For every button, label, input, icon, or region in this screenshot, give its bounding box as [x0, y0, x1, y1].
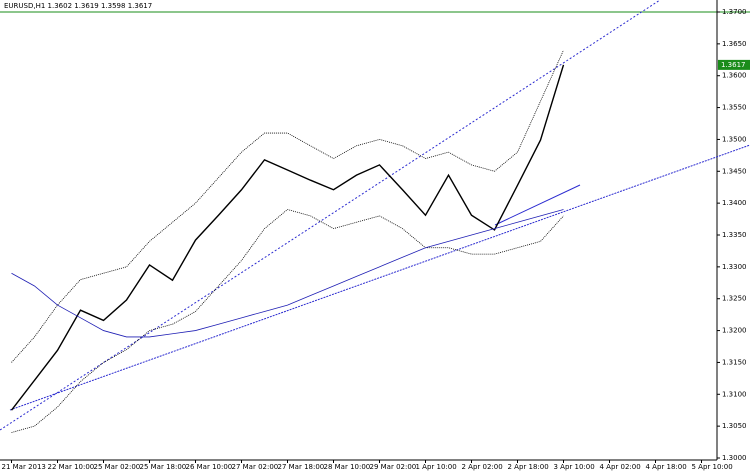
x-tick-label: 28 Mar 10:00: [324, 463, 371, 471]
price-marker-label: 1.3617: [721, 61, 746, 69]
x-tick-label: 5 Apr 10:00: [692, 463, 733, 471]
y-tick-label: 1.3250: [722, 295, 747, 303]
x-tick-label: 25 Mar 18:00: [140, 463, 187, 471]
x-tick-label: 4 Apr 18:00: [646, 463, 687, 471]
x-tick-label: 3 Apr 10:00: [554, 463, 595, 471]
x-tick-label: 2 Apr 18:00: [508, 463, 549, 471]
price-marker: [718, 59, 750, 70]
y-tick-label: 1.3350: [722, 231, 747, 239]
x-tick-label: 22 Mar 10:00: [48, 463, 95, 471]
y-tick-label: 1.3450: [722, 167, 747, 175]
y-tick-label: 1.3500: [722, 135, 747, 143]
x-tick-label: 21 Mar 2013: [2, 463, 46, 471]
chart-title: EURUSD,H1 1.3602 1.3619 1.3598 1.3617: [4, 2, 152, 10]
x-tick-label: 4 Apr 02:00: [600, 463, 641, 471]
y-tick-label: 1.3150: [722, 358, 747, 366]
x-tick-label: 27 Mar 02:00: [232, 463, 279, 471]
x-tick-label: 27 Mar 18:00: [278, 463, 325, 471]
y-tick-label: 1.3000: [722, 454, 747, 462]
series-line: [11, 209, 564, 433]
series-line: [10, 64, 565, 411]
y-tick-label: 1.3050: [722, 422, 747, 430]
x-tick-label: 1 Apr 10:00: [416, 463, 457, 471]
y-tick-label: 1.3300: [722, 263, 747, 271]
series-line: [11, 50, 564, 363]
y-tick-label: 1.3200: [722, 327, 747, 335]
y-tick-label: 1.3600: [722, 72, 747, 80]
y-tick-label: 1.3550: [722, 104, 747, 112]
x-tick-label: 26 Mar 10:00: [186, 463, 233, 471]
y-tick-label: 1.3400: [722, 199, 747, 207]
trend-line: [494, 184, 581, 226]
x-tick-label: 29 Mar 02:00: [370, 463, 417, 471]
y-tick-label: 1.3650: [722, 40, 747, 48]
y-tick-label: 1.3100: [722, 390, 747, 398]
series-line: [11, 209, 564, 338]
x-tick-label: 25 Mar 02:00: [94, 463, 141, 471]
trend-line: [9, 144, 750, 411]
trend-line: [0, 0, 661, 431]
x-tick-label: 2 Apr 02:00: [462, 463, 503, 471]
y-tick-label: 1.3700: [722, 8, 747, 16]
